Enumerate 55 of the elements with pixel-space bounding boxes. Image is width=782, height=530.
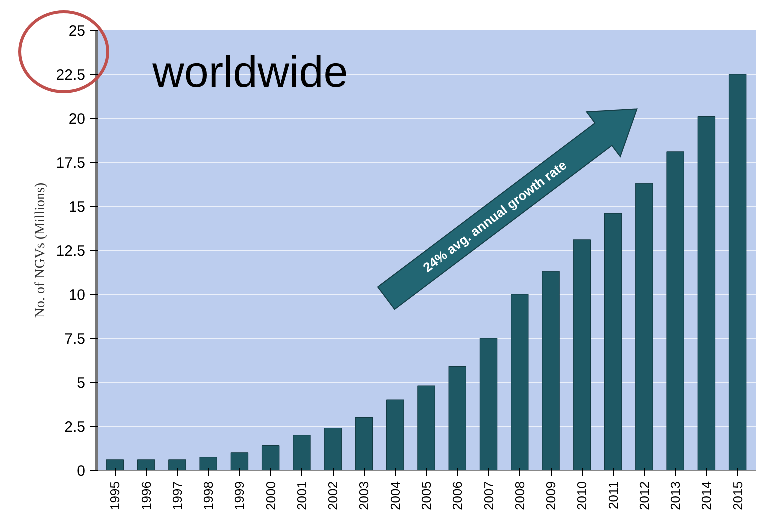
y-tick-label: 12.5 [56, 243, 86, 260]
bar [293, 435, 311, 470]
bar [542, 271, 560, 470]
x-tick-label: 2004 [388, 482, 403, 510]
y-tick-label: 0 [77, 463, 86, 480]
bar [106, 460, 124, 470]
bar [511, 294, 529, 470]
x-tick-label: 2007 [481, 482, 496, 510]
bar [666, 152, 684, 470]
x-tick-label: 1996 [138, 482, 154, 510]
bar [355, 417, 374, 470]
y-tick-label: 7.5 [64, 331, 86, 348]
y-tick-label: 25 [68, 23, 86, 40]
y-tick-label: 15 [68, 199, 86, 216]
x-tick-label: 2011 [606, 481, 621, 510]
bar [168, 460, 186, 470]
y-axis-title: No. of NGVs (Millions) [33, 182, 48, 318]
bar [200, 457, 218, 470]
bar [418, 386, 436, 470]
x-tick-label: 1997 [170, 482, 185, 510]
bar [636, 183, 654, 470]
x-tick-label: 2009 [544, 482, 559, 510]
x-tick-label: 2015 [730, 482, 746, 510]
x-tick-label: 2005 [419, 482, 434, 510]
x-tick-label: 2010 [574, 482, 590, 510]
x-tick-label: 1998 [201, 482, 216, 510]
bar [386, 400, 404, 470]
y-tick-label: 20 [68, 111, 86, 128]
x-tick-label: 2006 [450, 482, 466, 510]
bar [604, 213, 622, 470]
bar [728, 74, 747, 470]
y-tick-label: 10 [68, 287, 86, 304]
y-tick-label: 2.5 [64, 419, 86, 436]
x-tick-label: 2008 [512, 482, 528, 510]
x-tick-label: 2014 [699, 482, 714, 510]
y-tick-label: 5 [77, 375, 86, 392]
bar [262, 446, 280, 470]
bar [230, 452, 249, 470]
x-tick-label: 2000 [263, 482, 278, 510]
bar [137, 460, 156, 470]
bar [448, 366, 466, 470]
y-tick-label: 17.5 [56, 155, 86, 172]
x-tick-label: 1999 [232, 482, 248, 510]
y-tick-label: 22.5 [56, 67, 86, 84]
x-tick-label: 1995 [108, 482, 123, 510]
bar [324, 428, 342, 470]
annotation: worldwide [152, 48, 348, 97]
x-tick-label: 2002 [326, 482, 341, 510]
bar [698, 116, 716, 470]
x-tick-label: 2001 [294, 482, 310, 510]
x-tick-label: 2013 [668, 482, 684, 510]
x-tick-label: 2012 [636, 482, 652, 510]
x-tick-label: 2003 [356, 482, 372, 510]
bar [480, 338, 498, 470]
bar [573, 240, 592, 470]
